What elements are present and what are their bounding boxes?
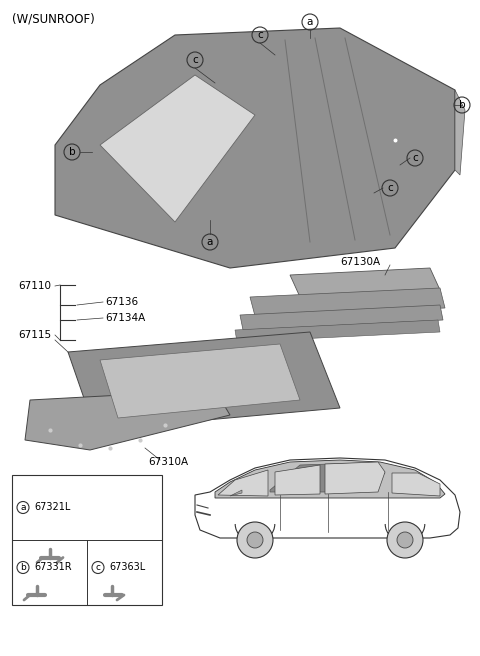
Text: (W/SUNROOF): (W/SUNROOF)	[12, 12, 95, 25]
Polygon shape	[275, 465, 320, 495]
Circle shape	[387, 522, 423, 558]
Text: 67363L: 67363L	[109, 562, 145, 573]
Text: 67310A: 67310A	[148, 457, 188, 467]
Polygon shape	[290, 268, 440, 297]
Text: 67110: 67110	[18, 281, 51, 291]
Circle shape	[237, 522, 273, 558]
Circle shape	[247, 532, 263, 548]
Polygon shape	[230, 490, 242, 496]
Text: 67134A: 67134A	[105, 313, 145, 323]
Text: a: a	[207, 237, 213, 247]
Text: b: b	[20, 563, 26, 572]
Polygon shape	[68, 332, 340, 430]
FancyBboxPatch shape	[12, 475, 162, 605]
Polygon shape	[325, 462, 385, 494]
Polygon shape	[25, 390, 230, 450]
Polygon shape	[455, 90, 465, 175]
Text: c: c	[412, 153, 418, 163]
Polygon shape	[235, 320, 440, 342]
Text: a: a	[307, 17, 313, 27]
Polygon shape	[218, 470, 268, 496]
Text: b: b	[69, 147, 75, 157]
Text: 67321L: 67321L	[34, 502, 71, 512]
Polygon shape	[100, 344, 300, 418]
Text: c: c	[387, 183, 393, 193]
Text: c: c	[96, 563, 100, 572]
Polygon shape	[100, 75, 255, 222]
Polygon shape	[240, 305, 443, 330]
Polygon shape	[195, 458, 460, 538]
Polygon shape	[55, 28, 455, 268]
Text: c: c	[257, 30, 263, 40]
Text: 67130A: 67130A	[340, 257, 380, 267]
Text: a: a	[20, 503, 26, 512]
Polygon shape	[392, 473, 440, 496]
Text: 67136: 67136	[105, 297, 138, 307]
Text: 67331R: 67331R	[34, 562, 72, 573]
Text: 67115: 67115	[18, 330, 51, 340]
Circle shape	[397, 532, 413, 548]
Polygon shape	[250, 288, 445, 316]
Polygon shape	[215, 460, 445, 498]
Text: c: c	[192, 55, 198, 65]
Text: b: b	[459, 100, 465, 110]
Polygon shape	[270, 463, 385, 492]
